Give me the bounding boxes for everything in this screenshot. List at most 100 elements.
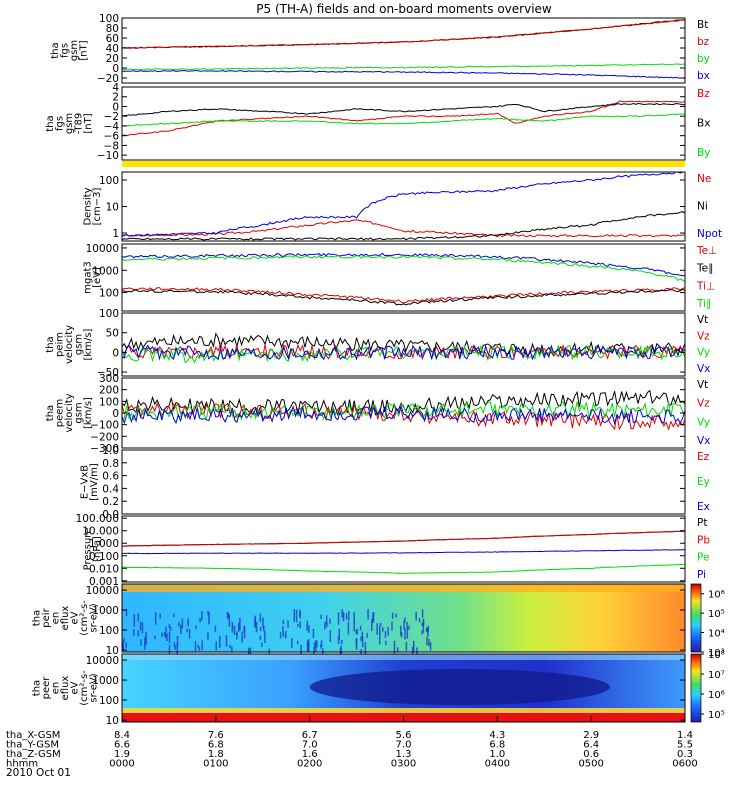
y-tick-label: 0	[112, 63, 119, 75]
spectrogram-streak	[188, 628, 191, 639]
spectrogram-streak	[421, 630, 423, 635]
spectrogram-streak	[415, 611, 417, 621]
spectrogram-streak	[406, 627, 409, 639]
spectrogram-streak	[169, 626, 172, 632]
spectrogram-streak	[295, 609, 298, 623]
series-line	[121, 211, 686, 241]
spectrogram-streak	[329, 618, 331, 624]
legend-entry: Vy	[697, 347, 710, 359]
x-row-value: 6.7	[302, 730, 318, 741]
legend-entry: Pe	[697, 552, 709, 564]
y-axis-label: gsm	[64, 113, 75, 134]
spectrogram-streak	[291, 637, 293, 648]
y-axis-label: [mV/m]	[89, 463, 100, 501]
spectrogram-streak	[233, 625, 236, 636]
spectrogram-streak	[207, 610, 209, 616]
x-row-value: 5.5	[677, 740, 693, 751]
y-axis-label: gsm	[74, 334, 85, 355]
legend-entry: Vt	[697, 379, 708, 391]
spectrogram-streak	[379, 625, 381, 634]
y-axis-label: tha	[45, 115, 56, 131]
spectrogram-streak	[356, 628, 359, 635]
spectrogram-streak	[355, 638, 358, 647]
x-row-value: 0.6	[583, 749, 599, 760]
x-row-value: 1.9	[114, 749, 130, 760]
spectrogram-streak	[282, 625, 284, 635]
spectrogram-streak	[379, 622, 382, 626]
legend-entry: Vz	[697, 330, 710, 342]
spectrogram-streak	[421, 623, 424, 627]
spectrogram-band	[122, 708, 685, 713]
spectrogram-streak	[262, 617, 264, 629]
spectrogram-streak	[237, 622, 240, 632]
colorbar-tick-label: 10⁸	[708, 650, 725, 661]
spectrogram-streak	[199, 618, 201, 623]
spectrogram-streak	[384, 631, 387, 638]
spectrogram-streak	[227, 612, 229, 618]
spectrogram-streak	[243, 626, 245, 633]
y-axis-label: Pressure	[82, 528, 93, 571]
spectrogram-streak	[427, 627, 429, 637]
colorbar-tick-label: 10⁵	[708, 609, 725, 620]
y-tick-label: −200	[90, 431, 119, 443]
spectrogram-streak	[313, 641, 316, 649]
series-line	[121, 404, 686, 426]
y-tick-label: 0.6	[102, 471, 119, 483]
y-tick-label: 10	[106, 645, 119, 657]
spectrogram-streak	[168, 631, 171, 644]
spectrogram-streak	[140, 639, 142, 646]
legend-entry: Pi	[697, 569, 706, 581]
y-axis-label: [nT]	[78, 40, 89, 60]
legend-entry: bz	[697, 36, 710, 48]
spectrogram-streak	[141, 622, 144, 634]
y-axis-label: gsm	[69, 40, 80, 61]
panel-frame	[121, 449, 686, 515]
x-row-value: 1.0	[489, 749, 505, 760]
spectrogram-streak	[123, 637, 125, 642]
y-axis-label: [km/s]	[83, 397, 94, 429]
legend-entry: Npot	[697, 228, 722, 240]
spectrogram-streak	[381, 627, 384, 632]
y-tick-label: −20	[97, 73, 119, 85]
y-tick-label: 60	[106, 33, 119, 45]
spectrogram-streak	[345, 613, 348, 620]
y-tick-label: −8	[104, 140, 119, 152]
spectrogram-streak	[231, 646, 233, 652]
yellow-bar	[122, 161, 685, 167]
spectrogram-streak	[307, 641, 309, 653]
y-tick-label: 200	[99, 385, 119, 397]
spectrogram-streak	[139, 621, 142, 631]
y-tick-label: 10.000	[82, 526, 119, 538]
spectrogram-band	[122, 584, 685, 592]
spectrogram-streak	[396, 647, 399, 653]
spectrogram-streak	[320, 640, 323, 647]
y-tick-label: 0.8	[102, 458, 119, 470]
y-tick-label: 10	[106, 715, 119, 727]
panel-frame	[121, 243, 686, 312]
spectrogram-streak	[186, 628, 188, 632]
x-row-label: tha_Y-GSM	[6, 740, 59, 751]
spectrogram-streak	[229, 644, 231, 649]
spectrogram-streak	[259, 635, 262, 641]
series-line	[122, 530, 686, 547]
x-row-value: 0500	[578, 759, 603, 770]
x-row-value: 6.8	[489, 740, 505, 751]
spectrogram-streak	[249, 647, 252, 658]
spectrogram-streak	[300, 644, 302, 656]
spectrogram-streak	[166, 633, 168, 642]
legend-entry: by	[697, 53, 710, 65]
y-tick-label: 100	[99, 396, 119, 408]
spectrogram-streak	[259, 626, 262, 632]
spectrogram-streak	[428, 638, 430, 646]
series-line	[121, 563, 685, 574]
y-axis-label: en	[51, 612, 62, 625]
spectrogram-streak	[263, 625, 265, 632]
spectrogram-streak	[125, 609, 128, 617]
y-axis-label: [km/s]	[83, 328, 94, 360]
spectrogram-streak	[194, 640, 197, 652]
spectrogram-streak	[359, 625, 362, 631]
series-line	[121, 401, 686, 421]
spectrogram-streak	[371, 618, 373, 632]
y-tick-label: 10000	[86, 243, 119, 255]
y-axis-label: eflux	[60, 676, 71, 701]
